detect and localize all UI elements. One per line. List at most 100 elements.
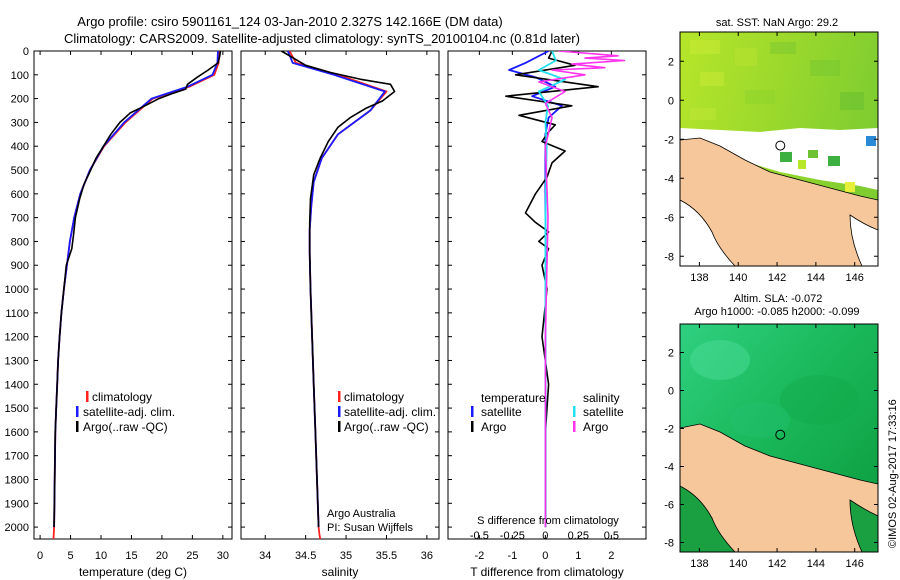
legend-label-argo: Argo(..raw -QC) bbox=[344, 420, 429, 434]
x-tick-label: 35 bbox=[340, 550, 352, 562]
sst-map-title: sat. SST: NaN Argo: 29.2 bbox=[716, 17, 838, 29]
legend-label-s-argo: Argo bbox=[583, 420, 609, 434]
depth-tick-label: 1400 bbox=[5, 379, 29, 391]
x-tick-label: 25 bbox=[186, 550, 198, 562]
t-difference-label: T difference from climatology bbox=[470, 565, 624, 579]
series-line-clim bbox=[52, 51, 221, 539]
figure-title-line1: Argo profile: csiro 5901161_124 03-Jan-2… bbox=[77, 14, 502, 29]
legend-swatch-sat bbox=[76, 406, 79, 417]
legend-label-t-argo: Argo bbox=[481, 420, 507, 434]
legend-label-t-sat: satellite bbox=[481, 405, 522, 419]
x-tick-label: 0 bbox=[37, 550, 43, 562]
sst-land bbox=[680, 137, 878, 266]
series-line-sat_s bbox=[537, 51, 566, 528]
salinity-legend: climatology satellite-adj. clim. Argo(..… bbox=[338, 390, 436, 434]
depth-tick-label: 1600 bbox=[5, 427, 29, 439]
lat-tick-label: -6 bbox=[664, 212, 674, 224]
sst-map-ticks: 138 140 142 144 146 2 0 -2 -4 -6 -8 bbox=[664, 32, 878, 284]
lat-tick-label: -2 bbox=[664, 134, 674, 146]
x-tick-label: 34.5 bbox=[295, 550, 316, 562]
legend-swatch-sat bbox=[338, 406, 341, 417]
lat-tick-label: -8 bbox=[664, 538, 674, 550]
legend-title-temperature: temperature bbox=[481, 391, 546, 405]
x-tick-label: 10 bbox=[95, 550, 107, 562]
series-line-argo bbox=[280, 51, 396, 528]
difference-lines bbox=[504, 51, 626, 528]
temperature-ticks: 0 5 10 15 20 25 30 bbox=[34, 50, 232, 562]
series-line-argo bbox=[504, 51, 599, 528]
x-tick-label: 1 bbox=[575, 550, 581, 562]
lat-tick-label: 2 bbox=[668, 348, 674, 360]
sla-map-ticks: 138 140 142 144 146 2 0 -2 -4 -6 -8 bbox=[664, 324, 878, 570]
lon-tick-label: 140 bbox=[729, 272, 747, 284]
lon-tick-label: 142 bbox=[768, 272, 786, 284]
sst-texture bbox=[690, 40, 864, 120]
lon-tick-label: 142 bbox=[768, 558, 786, 570]
series-line-argo bbox=[53, 51, 222, 528]
x-tick-label: 20 bbox=[156, 550, 168, 562]
s-difference-label: S difference from climatology bbox=[477, 515, 619, 527]
lat-tick-label: -8 bbox=[664, 251, 674, 263]
x-tick-label: -1 bbox=[507, 550, 517, 562]
series-line-argo_s bbox=[537, 51, 626, 528]
series-line-sat bbox=[287, 51, 386, 528]
x-tick-label: 2 bbox=[608, 550, 614, 562]
depth-tick-label: 500 bbox=[11, 165, 29, 177]
depth-tick-label: 1300 bbox=[5, 355, 29, 367]
depth-tick-label: 1200 bbox=[5, 332, 29, 344]
depth-tick-label: 900 bbox=[11, 260, 29, 272]
figure-title-line2: Climatology: CARS2009. Satellite-adjuste… bbox=[64, 31, 580, 46]
legend-label-sat: satellite-adj. clim. bbox=[344, 405, 436, 419]
depth-tick-label: 1700 bbox=[5, 451, 29, 463]
lon-tick-label: 138 bbox=[690, 558, 708, 570]
sla-texture bbox=[690, 340, 860, 438]
salinity-lines bbox=[280, 51, 396, 539]
series-line-clim bbox=[288, 51, 388, 539]
sst-map-frame bbox=[679, 31, 879, 267]
x-tick-label: 35.5 bbox=[376, 550, 397, 562]
depth-tick-label: 1800 bbox=[5, 474, 29, 486]
lat-tick-label: -4 bbox=[664, 462, 674, 474]
legend-swatch-t-argo bbox=[471, 421, 474, 432]
depth-tick-label: 200 bbox=[11, 94, 29, 106]
legend-swatch-argo bbox=[76, 421, 79, 432]
legend-title-salinity: salinity bbox=[583, 391, 620, 405]
depth-tick-label: 800 bbox=[11, 236, 29, 248]
depth-tick-label: 2000 bbox=[5, 522, 29, 534]
s-tick-label: -0.5 bbox=[470, 530, 489, 542]
depth-tick-label: 100 bbox=[11, 70, 29, 82]
lat-tick-label: 0 bbox=[668, 386, 674, 398]
difference-panel: -2 -1 0 1 2 -0.5 -0.25 0 0.25 0.5 S difference fr… bbox=[447, 50, 647, 579]
lon-tick-label: 144 bbox=[807, 272, 825, 284]
lat-tick-label: -2 bbox=[664, 424, 674, 436]
legend-label-sat: satellite-adj. clim. bbox=[83, 405, 175, 419]
depth-tick-label: 1100 bbox=[5, 308, 29, 320]
legend-swatch-clim bbox=[86, 391, 89, 402]
legend-swatch-s-argo bbox=[573, 421, 576, 432]
temperature-panel: 0 5 10 15 20 25 30 temperature (deg C) climato… bbox=[33, 50, 233, 579]
temperature-xlabel: temperature (deg C) bbox=[79, 565, 187, 579]
lon-tick-label: 138 bbox=[690, 272, 708, 284]
sst-argo-position bbox=[775, 140, 786, 151]
sla-map-frame bbox=[679, 323, 879, 553]
x-tick-label: 34 bbox=[259, 550, 271, 562]
s-tick-label: -0.25 bbox=[500, 530, 525, 542]
s-tick-label: 0.5 bbox=[604, 530, 619, 542]
depth-tick-label: 400 bbox=[11, 141, 29, 153]
legend-swatch-t-sat bbox=[471, 406, 474, 417]
salinity-xlabel: salinity bbox=[322, 565, 359, 579]
sla-argo-position bbox=[775, 429, 786, 440]
legend-label-clim: climatology bbox=[344, 390, 404, 404]
depth-tick-label: 1000 bbox=[5, 284, 29, 296]
temperature-lines bbox=[52, 51, 222, 539]
sst-missing-band bbox=[680, 128, 878, 190]
depth-tick-label: 1500 bbox=[5, 403, 29, 415]
depth-tick-label: 700 bbox=[11, 213, 29, 225]
x-tick-label: 30 bbox=[217, 550, 229, 562]
legend-swatch-argo bbox=[338, 421, 341, 432]
x-tick-label: 5 bbox=[67, 550, 73, 562]
credit-label: ©IMOS 02-Aug-2017 17:33:16 bbox=[887, 399, 899, 548]
x-tick-label: -2 bbox=[474, 550, 484, 562]
sla-land bbox=[680, 423, 878, 552]
